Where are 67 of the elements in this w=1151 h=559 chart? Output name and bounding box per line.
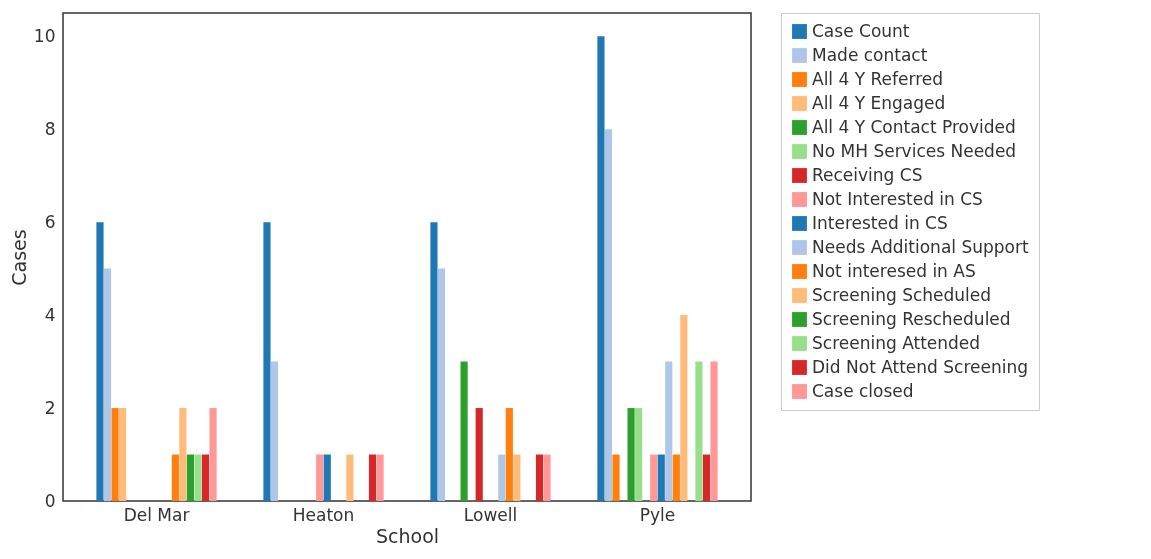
bar — [597, 36, 605, 501]
legend-label: Not interesed in AS — [812, 260, 976, 281]
bar — [635, 408, 643, 501]
x-axis-title: School — [375, 524, 440, 547]
bar — [695, 361, 703, 501]
y-tick-label: 10 — [33, 25, 56, 46]
bar — [171, 454, 179, 501]
legend-label: Needs Additional Support — [812, 236, 1029, 257]
x-tick-label: Heaton — [292, 504, 355, 525]
bar — [702, 454, 711, 501]
legend-label: Case Count — [812, 20, 910, 41]
bar — [665, 361, 673, 501]
bar — [179, 408, 187, 501]
bar — [323, 454, 331, 501]
bar — [346, 454, 354, 501]
bar — [263, 222, 271, 501]
x-tick-label: Del Mar — [123, 504, 190, 525]
bar — [437, 268, 446, 501]
legend-label: Screening Rescheduled — [812, 308, 1011, 329]
legend-label: All 4 Y Referred — [812, 68, 943, 89]
bar — [498, 454, 506, 501]
bar — [535, 454, 544, 501]
bar — [209, 408, 217, 501]
bar — [111, 408, 119, 501]
y-tick-label: 6 — [44, 211, 56, 232]
legend-label: Not Interested in CS — [812, 188, 983, 209]
x-tick-label: Pyle — [639, 504, 676, 525]
bar — [316, 454, 324, 501]
legend-label: Did Not Attend Screening — [812, 356, 1029, 377]
legend-label: Screening Scheduled — [812, 284, 992, 305]
bar — [103, 268, 112, 501]
bar — [186, 454, 195, 501]
bar — [194, 454, 202, 501]
bar — [201, 454, 210, 501]
y-axis-title: Cases — [7, 229, 30, 286]
bar — [430, 222, 438, 501]
y-tick-label: 0 — [44, 490, 56, 511]
bar — [368, 454, 377, 501]
bar — [672, 454, 680, 501]
bar — [612, 454, 620, 501]
y-tick-label: 4 — [44, 304, 56, 325]
bar — [460, 361, 468, 501]
legend-label: Interested in CS — [812, 212, 948, 233]
bar — [513, 454, 521, 501]
legend-label: Made contact — [812, 44, 928, 65]
legend-label: Screening Attended — [812, 332, 981, 353]
bar — [604, 129, 613, 501]
bar — [627, 408, 635, 501]
legend-label: All 4 Y Engaged — [812, 92, 946, 113]
y-tick-label: 8 — [44, 118, 56, 139]
bar — [710, 361, 718, 501]
x-tick-label: Lowell — [463, 504, 518, 525]
legend-label: Case closed — [812, 380, 914, 401]
legend-label: No MH Services Needed — [812, 140, 1017, 161]
y-tick-label: 2 — [44, 397, 56, 418]
legend-label: All 4 Y Contact Provided — [812, 116, 1016, 137]
bar — [505, 408, 513, 501]
bar — [657, 454, 665, 501]
bar — [650, 454, 658, 501]
legend-label: Receiving CS — [812, 164, 923, 185]
bar — [376, 454, 384, 501]
bar — [680, 315, 688, 501]
bar — [475, 408, 483, 501]
bar — [543, 454, 551, 501]
bar — [119, 408, 127, 501]
bar — [96, 222, 104, 501]
bar — [270, 361, 279, 501]
